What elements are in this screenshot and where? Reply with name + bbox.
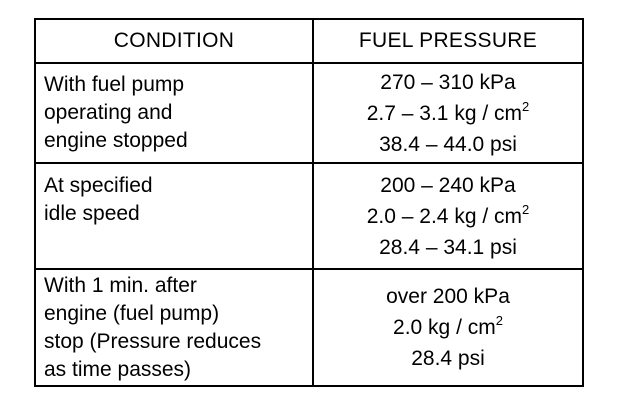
header-row: CONDITION FUEL PRESSURE	[34, 18, 584, 64]
pressure-kgcm: 2.0 kg / cm2	[314, 312, 582, 343]
condition-line: as time passes)	[44, 357, 192, 381]
condition-line: At specified	[44, 174, 153, 197]
condition-header: CONDITION	[34, 18, 314, 64]
pressure-kgcm-exponent: 2	[522, 98, 530, 114]
pressure-kgcm: 2.7 – 3.1 kg / cm2	[314, 98, 582, 129]
pressure-psi: 38.4 – 44.0 psi	[379, 132, 517, 156]
fuel-pressure-header: FUEL PRESSURE	[312, 18, 584, 64]
pressure-cell: 200 – 240 kPa 2.0 – 2.4 kg / cm2 28.4 – …	[312, 162, 584, 270]
pressure-kgcm-value: 2.0 – 2.4 kg / cm	[366, 204, 522, 228]
pressure-psi: 28.4 – 34.1 psi	[379, 235, 517, 259]
condition-line: operating and	[44, 101, 173, 124]
pressure-cell: over 200 kPa 2.0 kg / cm2 28.4 psi	[312, 268, 584, 387]
condition-line: engine stopped	[44, 129, 188, 152]
pressure-kgcm-exponent: 2	[522, 201, 530, 217]
pressure-kpa: 270 – 310 kPa	[380, 70, 516, 94]
condition-line: With fuel pump	[44, 73, 185, 96]
pressure-kpa: over 200 kPa	[386, 285, 510, 308]
condition-line: With 1 min. after	[44, 273, 197, 297]
pressure-psi: 28.4 psi	[411, 347, 485, 370]
condition-cell: With fuel pump operating and engine stop…	[34, 62, 314, 164]
pressure-cell: 270 – 310 kPa 2.7 – 3.1 kg / cm2 38.4 – …	[312, 62, 584, 164]
pressure-kpa: 200 – 240 kPa	[380, 173, 516, 197]
pressure-kgcm-value: 2.0 kg / cm	[393, 316, 496, 339]
table-row: With fuel pump operating and engine stop…	[34, 62, 584, 164]
pressure-kgcm: 2.0 – 2.4 kg / cm2	[314, 201, 582, 232]
condition-line: engine (fuel pump)	[44, 301, 220, 325]
table-row: With 1 min. after engine (fuel pump) sto…	[34, 268, 584, 387]
condition-cell: At specified idle speed	[34, 162, 314, 270]
condition-line: stop (Pressure reduces	[44, 329, 262, 353]
condition-cell: With 1 min. after engine (fuel pump) sto…	[34, 268, 314, 387]
table-row: At specified idle speed 200 – 240 kPa 2.…	[34, 162, 584, 270]
pressure-kgcm-value: 2.7 – 3.1 kg / cm	[366, 101, 522, 125]
condition-line: idle speed	[44, 202, 140, 225]
fuel-pressure-table: CONDITION FUEL PRESSURE With fuel pump o…	[34, 18, 584, 387]
pressure-kgcm-exponent: 2	[495, 313, 503, 328]
